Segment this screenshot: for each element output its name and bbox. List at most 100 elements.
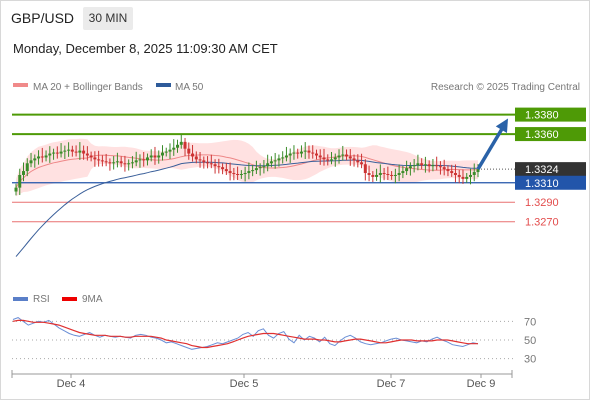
candle-body [145,157,149,161]
candle-body [269,161,273,164]
candle-body [97,159,101,161]
rsi-tick-30: 30 [524,354,536,366]
rsi-legend-label: RSI [33,294,50,305]
candle-body [67,149,71,151]
candle-body [247,171,251,174]
candle-body [378,173,382,175]
candle-body [318,155,322,158]
ma50-legend-label: MA 50 [175,82,204,93]
candle-body [153,155,157,158]
candle-body [390,174,394,176]
candle-body [52,152,56,154]
candle-body [191,153,195,157]
candle-body [423,164,427,166]
candle-body [352,158,356,161]
candle-body [427,164,431,167]
candle-body [217,166,221,168]
candle-body [442,167,446,170]
rsi-panel: 70 50 30 [12,316,536,366]
candle-body [142,159,146,161]
candle-body [138,159,142,161]
candle-body [393,174,397,176]
candle-body [258,167,262,169]
price-badge [515,127,586,142]
candle-body [157,155,161,158]
ma20-legend-label: MA 20 + Bollinger Bands [33,82,143,93]
forecast-arrow [476,118,508,171]
candle-body [375,174,379,177]
candle-body [450,171,454,174]
candle-body [93,157,97,160]
candle-body [277,158,281,161]
candle-body [123,163,127,165]
candle-body [356,160,360,163]
candle-body [341,154,345,156]
rsi-ma-legend-label: 9MA [82,294,103,305]
candle-body [386,174,390,175]
candle-body [44,155,48,158]
candle-body [412,165,416,167]
candle-body [194,156,198,160]
candle-body [29,160,33,164]
candle-body [405,168,409,172]
candle-body [48,153,52,156]
candle-body [168,149,172,152]
candle-body [348,156,352,159]
price-label-1.3360: 1.3360 [525,129,559,141]
candle-body [281,157,285,159]
candle-body [149,155,153,158]
price-levels [12,113,515,223]
bollinger-band-fill [16,138,478,197]
candle-body [164,151,168,153]
candle-body [232,173,236,175]
candle-body [100,160,104,162]
rsi-tick-70: 70 [524,316,536,328]
forecast-arrow-shaft [476,124,506,171]
rsi-ma-legend-swatch [62,297,77,301]
candle-body [25,163,29,172]
candle-body [367,173,371,175]
candle-body [468,174,472,177]
candle-body [416,163,420,166]
candle-body [209,163,213,165]
price-label-1.3380: 1.3380 [525,110,559,122]
candle-body [55,152,59,154]
ma20-legend-swatch [13,83,28,87]
candle-body [119,161,123,164]
ma20-line [15,154,479,188]
price-level-labels: 1.3380 1.3360 1.3324 1.3310 1.3290 1.3270 [515,107,586,229]
candle-body [322,157,326,160]
candle-body [363,164,367,174]
candle-body [70,149,74,152]
candle-body [382,173,386,175]
timeframe-button[interactable]: 30 MIN [83,7,133,30]
candle-body [134,160,138,163]
candle-body [179,141,183,145]
candle-body [326,159,330,161]
candle-body [420,163,424,166]
candle-body [333,157,337,160]
candle-body [78,150,82,153]
ma50-line [15,159,478,257]
candle-body [59,151,63,154]
candle-body [371,174,375,177]
candle-body [431,165,435,167]
candle-body [311,152,315,154]
candle-body [33,158,37,161]
x-tick-label: Dec 7 [377,378,406,390]
candle-body [288,153,292,156]
candle-body [446,169,450,172]
bollinger-bands [16,138,478,197]
candle-body [457,174,461,177]
candle-body [108,162,112,164]
candle-body [22,171,26,175]
candle-body [172,147,176,150]
candle-body [85,153,89,156]
candle-body [330,159,334,161]
candle-body [221,167,225,170]
candle-body [251,170,255,172]
candle-body [476,169,480,173]
candle-body [465,176,469,179]
candle-body [40,156,44,158]
